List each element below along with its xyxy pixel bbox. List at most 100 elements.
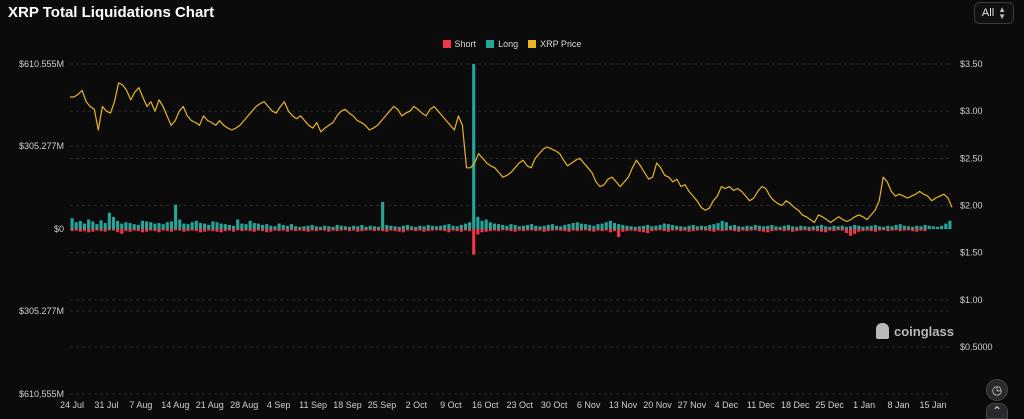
range-select[interactable]: All ▲ ▼ bbox=[974, 2, 1014, 24]
long-bar bbox=[190, 222, 194, 229]
long-bar bbox=[894, 224, 898, 229]
long-bar bbox=[596, 224, 600, 229]
long-bar bbox=[401, 225, 405, 229]
long-bar bbox=[538, 226, 542, 229]
short-bar bbox=[82, 229, 87, 232]
legend-swatch-long bbox=[486, 40, 495, 48]
short-bar bbox=[281, 229, 285, 231]
legend-item-price[interactable]: XRP Price bbox=[528, 39, 581, 49]
short-bar bbox=[799, 229, 803, 231]
short-bar bbox=[364, 229, 368, 231]
short-bar bbox=[691, 229, 695, 232]
long-bar bbox=[128, 223, 132, 229]
short-bar bbox=[182, 229, 186, 232]
long-bar bbox=[169, 221, 174, 229]
short-bar bbox=[708, 229, 712, 232]
short-bar bbox=[99, 229, 103, 232]
long-bar bbox=[248, 220, 252, 229]
short-bar bbox=[865, 229, 869, 231]
x-tick-label: 21 Aug bbox=[196, 400, 224, 410]
short-bar bbox=[646, 229, 650, 234]
short-bar bbox=[236, 229, 240, 231]
long-bar bbox=[820, 224, 824, 229]
short-bar bbox=[517, 229, 521, 231]
long-bar bbox=[625, 225, 629, 229]
long-bar bbox=[302, 226, 306, 229]
long-bar bbox=[244, 224, 248, 229]
long-bar bbox=[935, 226, 940, 229]
legend-item-short[interactable]: Short bbox=[442, 39, 476, 49]
long-bar bbox=[252, 223, 256, 229]
short-bar bbox=[389, 229, 393, 231]
short-bar bbox=[360, 229, 364, 232]
y-right-tick-label: $1.00 bbox=[960, 295, 983, 305]
long-bar bbox=[526, 224, 530, 229]
short-bar bbox=[439, 229, 443, 231]
long-bar bbox=[666, 224, 670, 229]
x-tick-label: 13 Nov bbox=[609, 400, 638, 410]
short-bar bbox=[132, 229, 136, 231]
x-tick-label: 7 Aug bbox=[129, 400, 152, 410]
long-bar bbox=[161, 224, 165, 229]
y-right-tick-label: $0.5000 bbox=[960, 342, 993, 352]
long-bar bbox=[182, 223, 186, 229]
long-bar bbox=[339, 225, 343, 229]
short-bar bbox=[285, 229, 289, 232]
short-bar bbox=[857, 229, 861, 232]
short-bar bbox=[753, 229, 757, 231]
y-left-tick-label: $305.277M bbox=[19, 306, 64, 316]
long-bar bbox=[145, 221, 149, 229]
short-bar bbox=[124, 229, 128, 232]
short-bar bbox=[575, 229, 579, 232]
long-bar bbox=[774, 226, 778, 229]
y-right-tick-label: $1.50 bbox=[960, 248, 983, 258]
long-bar bbox=[509, 224, 513, 229]
short-bar bbox=[488, 229, 492, 232]
long-bar bbox=[107, 212, 111, 229]
long-bar bbox=[923, 224, 927, 229]
x-tick-label: 9 Oct bbox=[440, 400, 462, 410]
short-bar bbox=[484, 229, 488, 232]
history-button[interactable]: ◷ bbox=[986, 379, 1008, 401]
short-bar bbox=[911, 229, 915, 232]
long-bar bbox=[650, 226, 654, 229]
long-bar bbox=[612, 223, 617, 229]
long-bar bbox=[82, 223, 87, 229]
long-bar bbox=[132, 224, 136, 229]
long-bar bbox=[795, 226, 799, 229]
long-bar bbox=[683, 226, 687, 229]
long-bar bbox=[575, 222, 579, 229]
short-bar bbox=[592, 229, 596, 232]
x-tick-label: 4 Dec bbox=[715, 400, 739, 410]
long-bar bbox=[579, 223, 583, 229]
short-bar bbox=[169, 229, 174, 232]
x-tick-label: 30 Oct bbox=[541, 400, 568, 410]
short-bar bbox=[625, 229, 629, 232]
short-bar bbox=[393, 229, 397, 232]
long-bar bbox=[352, 225, 356, 229]
short-bar bbox=[153, 229, 157, 232]
long-bar bbox=[948, 220, 952, 229]
short-bar bbox=[186, 229, 190, 232]
y-left-tick-label: $305.277M bbox=[19, 141, 64, 151]
short-bar bbox=[476, 229, 480, 235]
legend-item-long[interactable]: Long bbox=[486, 39, 518, 49]
long-bar bbox=[385, 224, 389, 229]
long-bar bbox=[791, 226, 795, 229]
short-bar bbox=[836, 229, 840, 231]
long-bar bbox=[724, 222, 728, 229]
long-bar bbox=[372, 226, 376, 229]
long-bar bbox=[153, 223, 157, 229]
long-bar bbox=[629, 226, 633, 229]
short-bar bbox=[426, 229, 430, 232]
chevron-up-icon: ⌃ bbox=[991, 404, 1003, 418]
x-tick-label: 25 Sep bbox=[368, 400, 397, 410]
long-bar bbox=[124, 222, 128, 229]
y-right-tick-label: $3.50 bbox=[960, 59, 983, 69]
short-bar bbox=[567, 229, 571, 232]
long-bar bbox=[940, 225, 944, 229]
long-bar bbox=[882, 226, 886, 229]
long-bar bbox=[546, 224, 550, 229]
long-bar bbox=[488, 222, 492, 229]
long-bar bbox=[728, 225, 733, 229]
